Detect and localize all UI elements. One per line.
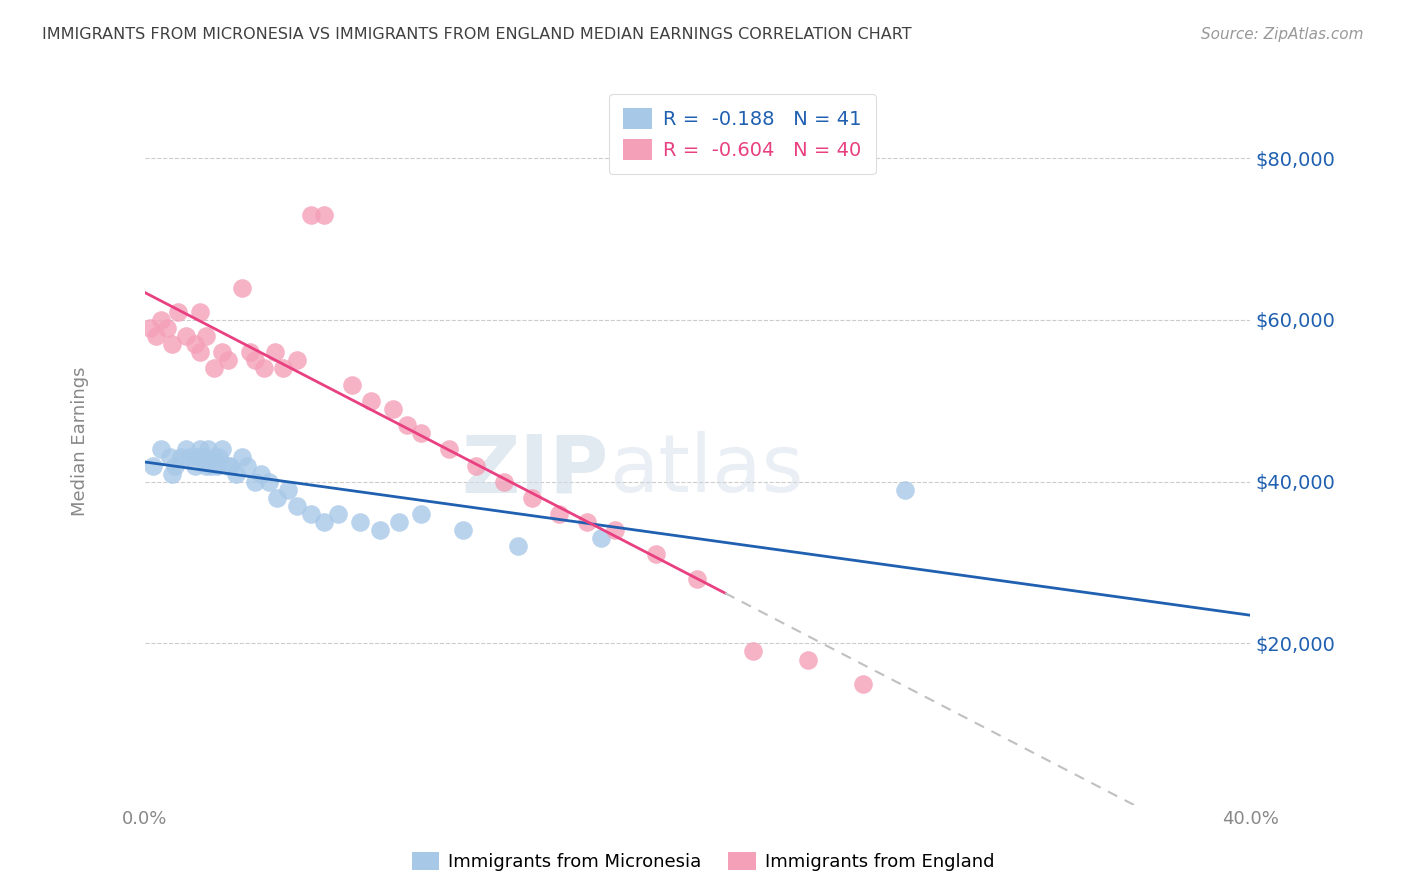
Y-axis label: Median Earnings: Median Earnings [72,367,89,516]
Point [388,515,411,529]
Point [589,531,612,545]
Point [506,540,529,554]
Point [411,507,433,521]
Point [266,491,288,505]
Point [492,475,515,489]
Point [252,361,274,376]
Point [285,353,308,368]
Text: IMMIGRANTS FROM MICRONESIA VS IMMIGRANTS FROM ENGLAND MEDIAN EARNINGS CORRELATIO: IMMIGRANTS FROM MICRONESIA VS IMMIGRANTS… [42,27,912,42]
Point [299,208,322,222]
Text: ZIP: ZIP [461,432,609,509]
Point [162,467,184,481]
Point [188,305,211,319]
Point [236,458,259,473]
Point [162,337,184,351]
Point [340,377,363,392]
Point [852,677,875,691]
Point [211,442,233,457]
Point [211,345,233,359]
Point [299,507,322,521]
Point [159,450,181,465]
Point [183,337,205,351]
Point [314,515,336,529]
Point [145,329,167,343]
Point [368,523,391,537]
Point [645,548,668,562]
Text: Source: ZipAtlas.com: Source: ZipAtlas.com [1201,27,1364,42]
Point [194,458,217,473]
Point [575,515,598,529]
Point [197,442,219,457]
Point [202,450,225,465]
Point [174,442,197,457]
Point [231,450,253,465]
Point [349,515,371,529]
Point [686,572,709,586]
Point [271,361,294,376]
Point [170,450,193,465]
Point [239,345,262,359]
Point [186,450,208,465]
Point [219,458,242,473]
Point [603,523,626,537]
Point [285,499,308,513]
Point [191,450,214,465]
Point [797,652,820,666]
Point [250,467,273,481]
Point [263,345,285,359]
Point [202,361,225,376]
Point [396,418,419,433]
Point [231,280,253,294]
Point [245,475,267,489]
Point [150,442,173,457]
Point [245,353,267,368]
Point [225,467,247,481]
Point [208,450,231,465]
Point [188,442,211,457]
Point [465,458,488,473]
Point [165,458,187,473]
Legend: Immigrants from Micronesia, Immigrants from England: Immigrants from Micronesia, Immigrants f… [405,845,1001,879]
Point [205,458,228,473]
Point [360,393,382,408]
Point [893,483,915,497]
Point [167,305,190,319]
Point [217,353,239,368]
Point [150,313,173,327]
Point [177,450,200,465]
Point [437,442,460,457]
Point [188,345,211,359]
Point [411,426,433,441]
Point [741,644,763,658]
Point [174,329,197,343]
Point [156,321,179,335]
Point [520,491,543,505]
Point [548,507,571,521]
Point [314,208,336,222]
Point [328,507,350,521]
Legend: R =  -0.188   N = 41, R =  -0.604   N = 40: R = -0.188 N = 41, R = -0.604 N = 40 [609,95,876,174]
Point [142,458,165,473]
Point [183,458,205,473]
Point [139,321,162,335]
Point [194,329,217,343]
Point [200,458,222,473]
Point [277,483,299,497]
Text: atlas: atlas [609,432,803,509]
Point [257,475,280,489]
Point [217,458,239,473]
Point [382,401,405,416]
Point [451,523,474,537]
